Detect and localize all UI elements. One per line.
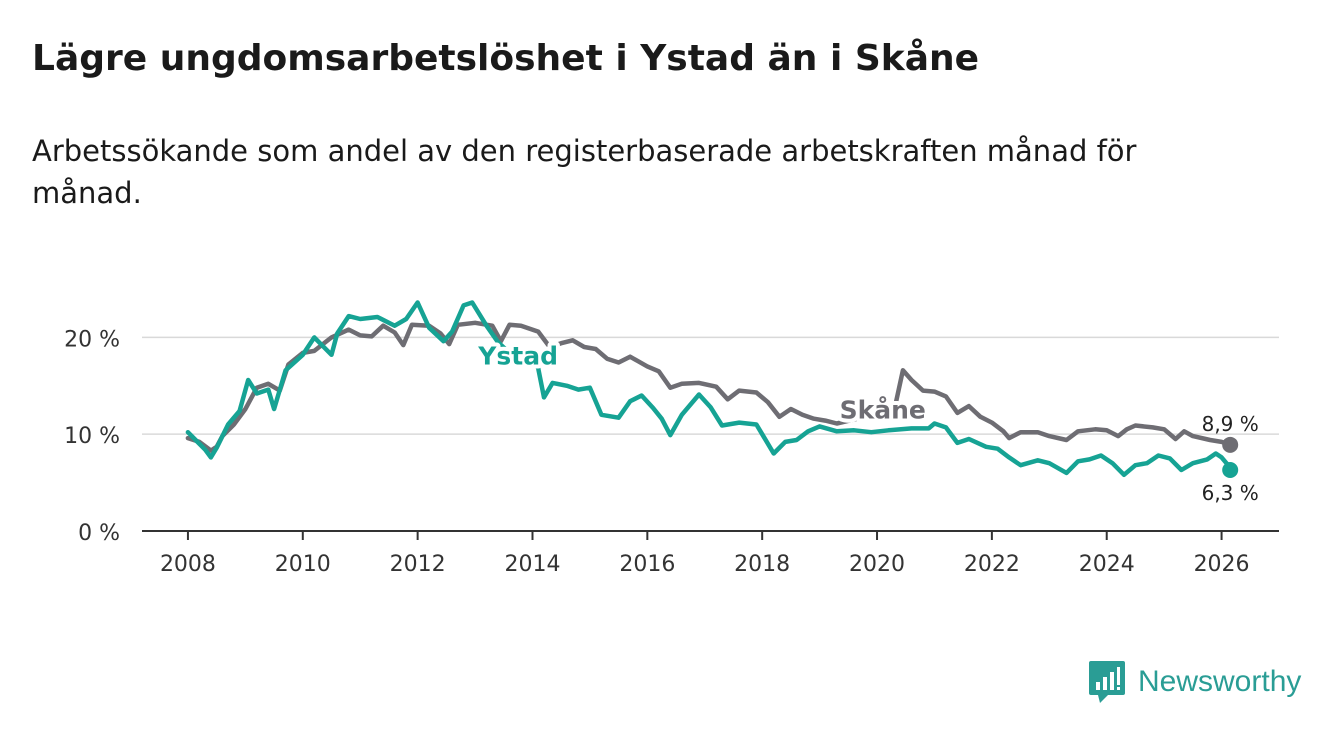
end-value-label: 6,3 % bbox=[1202, 481, 1259, 505]
chart-title: Lägre ungdomsarbetslöshet i Ystad än i S… bbox=[32, 38, 980, 79]
series-line-ystad bbox=[185, 300, 1233, 478]
end-value-label: 8,9 % bbox=[1202, 412, 1259, 436]
x-tick-label: 2026 bbox=[1194, 552, 1250, 577]
series-annotation: Ystad bbox=[477, 341, 558, 370]
end-point-ystad bbox=[1222, 462, 1239, 479]
y-tick-label: 10 % bbox=[64, 424, 120, 449]
newsworthy-brand: Newsworthy bbox=[1088, 660, 1301, 704]
brand-name: Newsworthy bbox=[1138, 665, 1302, 698]
x-tick-label: 2018 bbox=[734, 552, 790, 577]
x-tick-label: 2016 bbox=[619, 552, 675, 577]
x-tick-label: 2014 bbox=[504, 552, 560, 577]
x-tick-label: 2012 bbox=[390, 552, 446, 577]
y-tick-label: 20 % bbox=[64, 327, 120, 352]
x-tick-label: 2022 bbox=[964, 552, 1020, 577]
bar-chart-speech-bubble-icon bbox=[1089, 661, 1125, 703]
x-tick-label: 2008 bbox=[160, 552, 216, 577]
chart-subtitle: Arbetssökande som andel av den registerb… bbox=[32, 134, 1137, 210]
series-line-skane bbox=[185, 320, 1233, 453]
y-tick-label: 0 % bbox=[78, 521, 120, 546]
x-tick-label: 2024 bbox=[1079, 552, 1135, 577]
x-tick-label: 2010 bbox=[275, 552, 331, 577]
end-point-skane bbox=[1222, 436, 1239, 453]
x-tick-label: 2020 bbox=[849, 552, 905, 577]
series-annotation: Skåne bbox=[840, 396, 926, 425]
